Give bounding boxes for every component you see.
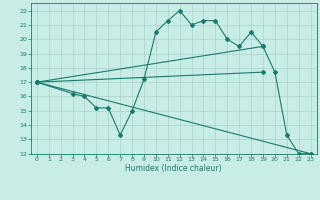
X-axis label: Humidex (Indice chaleur): Humidex (Indice chaleur) <box>125 164 222 173</box>
